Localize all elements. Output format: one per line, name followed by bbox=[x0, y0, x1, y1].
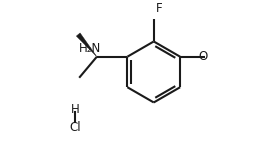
Text: F: F bbox=[156, 2, 163, 15]
Text: H: H bbox=[71, 103, 79, 116]
Text: O: O bbox=[199, 50, 208, 63]
Polygon shape bbox=[76, 33, 97, 57]
Text: Cl: Cl bbox=[70, 121, 81, 134]
Text: H₂N: H₂N bbox=[79, 42, 101, 55]
